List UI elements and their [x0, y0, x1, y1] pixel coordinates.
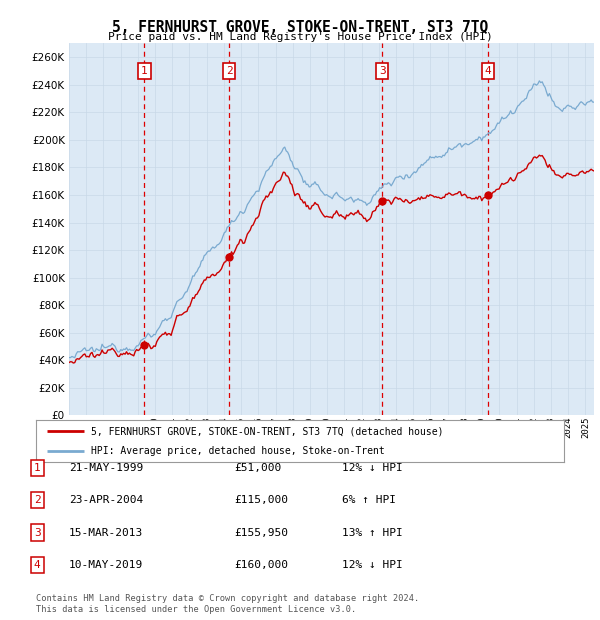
Text: 21-MAY-1999: 21-MAY-1999: [69, 463, 143, 473]
Text: 5, FERNHURST GROVE, STOKE-ON-TRENT, ST3 7TQ: 5, FERNHURST GROVE, STOKE-ON-TRENT, ST3 …: [112, 20, 488, 35]
Text: £51,000: £51,000: [234, 463, 281, 473]
Text: 3: 3: [379, 66, 386, 76]
Text: 6% ↑ HPI: 6% ↑ HPI: [342, 495, 396, 505]
Text: 4: 4: [34, 560, 41, 570]
Text: 1: 1: [141, 66, 148, 76]
Text: 23-APR-2004: 23-APR-2004: [69, 495, 143, 505]
Text: 15-MAR-2013: 15-MAR-2013: [69, 528, 143, 538]
Text: 3: 3: [34, 528, 41, 538]
Text: Price paid vs. HM Land Registry's House Price Index (HPI): Price paid vs. HM Land Registry's House …: [107, 32, 493, 42]
Text: £155,950: £155,950: [234, 528, 288, 538]
Text: 12% ↓ HPI: 12% ↓ HPI: [342, 560, 403, 570]
Text: 13% ↑ HPI: 13% ↑ HPI: [342, 528, 403, 538]
Text: 2: 2: [34, 495, 41, 505]
Text: 1: 1: [34, 463, 41, 473]
Text: 2: 2: [226, 66, 233, 76]
Text: 5, FERNHURST GROVE, STOKE-ON-TRENT, ST3 7TQ (detached house): 5, FERNHURST GROVE, STOKE-ON-TRENT, ST3 …: [91, 426, 444, 436]
Text: £160,000: £160,000: [234, 560, 288, 570]
Text: Contains HM Land Registry data © Crown copyright and database right 2024.
This d: Contains HM Land Registry data © Crown c…: [36, 595, 419, 614]
Text: 10-MAY-2019: 10-MAY-2019: [69, 560, 143, 570]
Text: 4: 4: [485, 66, 491, 76]
Text: HPI: Average price, detached house, Stoke-on-Trent: HPI: Average price, detached house, Stok…: [91, 446, 385, 456]
Text: £115,000: £115,000: [234, 495, 288, 505]
Text: 12% ↓ HPI: 12% ↓ HPI: [342, 463, 403, 473]
